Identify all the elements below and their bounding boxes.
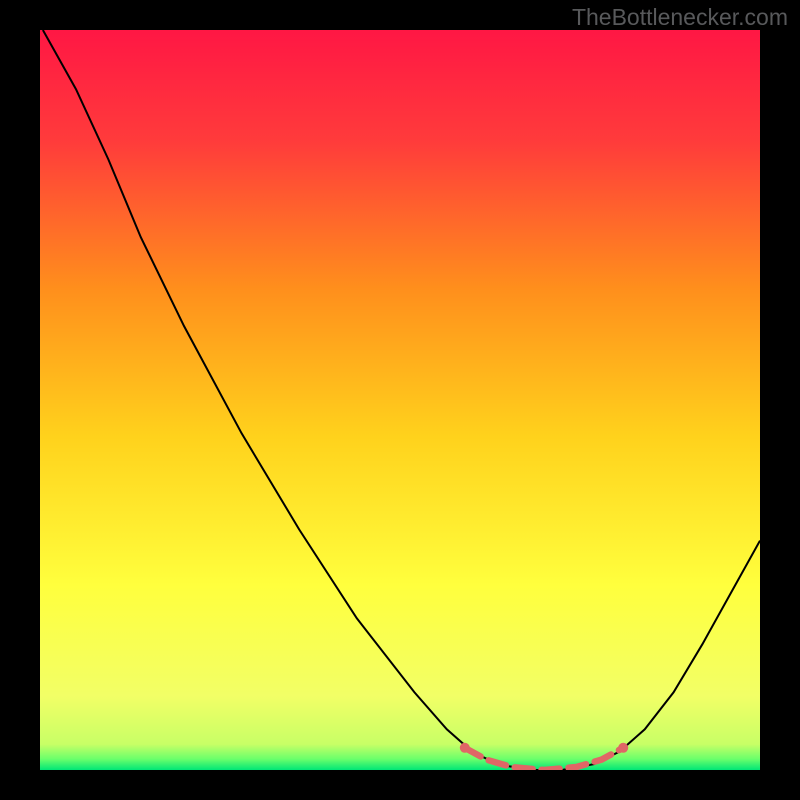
plot-svg [40,30,760,770]
chart-container: TheBottlenecker.com [0,0,800,800]
accent-endpoint-dot [460,743,470,753]
plot-area [40,30,760,770]
accent-endpoint-dot [618,743,628,753]
attribution-text: TheBottlenecker.com [572,4,788,31]
gradient-background [40,30,760,770]
